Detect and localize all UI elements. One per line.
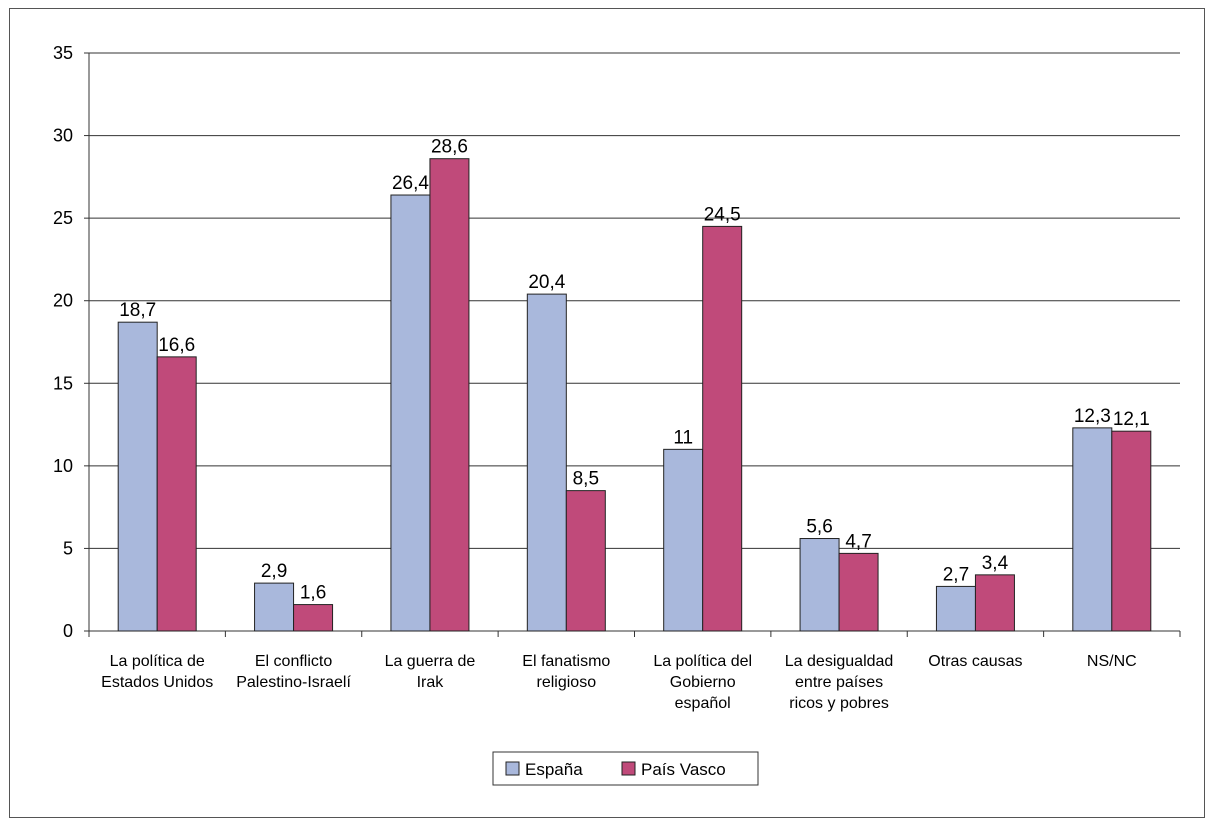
data-label: 2,7 xyxy=(943,564,969,585)
data-label: 8,5 xyxy=(573,469,599,490)
bar-espana xyxy=(1072,427,1113,632)
y-tick-label: 30 xyxy=(53,126,73,146)
bar-pais-vasco xyxy=(429,158,470,632)
data-label: 5,6 xyxy=(806,517,832,538)
data-label: 4,7 xyxy=(845,531,871,552)
bars xyxy=(117,158,1152,632)
x-tick-label-line: español xyxy=(675,695,731,712)
x-tick-label-line: El conflicto xyxy=(255,653,332,670)
bar-pais-vasco xyxy=(1111,430,1152,632)
x-tick-label: La guerra de Irak xyxy=(385,653,476,691)
x-tick-label-line: Estados Unidos xyxy=(101,674,213,691)
bar-espana xyxy=(935,585,976,632)
x-tick-label-line: religioso xyxy=(537,674,597,691)
x-tick-label-line: NS/NC xyxy=(1087,653,1137,670)
x-tick-label-line: Palestino-Israelí xyxy=(236,674,351,691)
x-axis-labels: La política de Estados Unidos El conflicto… xyxy=(101,653,1137,712)
x-tick-label-line: La guerra de xyxy=(385,653,476,670)
y-tick-label: 10 xyxy=(53,456,73,476)
data-label: 12,3 xyxy=(1074,406,1111,427)
data-label: 28,6 xyxy=(431,137,468,158)
bar-espana xyxy=(254,582,295,632)
bar-espana xyxy=(117,321,158,632)
x-tick-label: Otras causas xyxy=(928,653,1022,670)
data-label: 24,5 xyxy=(704,204,741,225)
x-tick-label-line: Otras causas xyxy=(928,653,1022,670)
legend-swatch xyxy=(505,761,520,776)
data-label: 16,6 xyxy=(158,335,195,356)
data-label: 12,1 xyxy=(1113,409,1150,430)
data-label: 11 xyxy=(673,427,693,448)
y-tick-label: 5 xyxy=(63,538,73,558)
y-tick-label: 20 xyxy=(53,291,73,311)
data-labels: 18,716,6 2,9 1,6 26,428,6 20,4 8,5 11 24,5 5,6 4,… xyxy=(119,137,1150,604)
legend-swatch xyxy=(621,761,636,776)
y-tick-label: 15 xyxy=(53,373,73,393)
bar-espana xyxy=(663,448,704,632)
y-tick-label: 0 xyxy=(63,621,73,641)
x-tick-label-line: La política del xyxy=(653,653,752,670)
bar-pais-vasco xyxy=(838,552,879,632)
x-tick-label-line: El fanatismo xyxy=(522,653,610,670)
data-label: 2,9 xyxy=(261,561,287,582)
x-tick-label-line: Irak xyxy=(417,674,445,691)
x-tick-label-line: ricos y pobres xyxy=(789,695,889,712)
bar-pais-vasco xyxy=(293,604,334,632)
x-tick-label: El fanatismo religioso xyxy=(522,653,610,691)
x-tick-label: La política de Estados Unidos xyxy=(101,653,213,691)
bar-pais-vasco xyxy=(702,225,743,632)
bar-pais-vasco xyxy=(156,356,197,632)
x-tick-label: NS/NC xyxy=(1087,653,1137,670)
data-label: 3,4 xyxy=(982,553,1009,574)
data-label: 1,6 xyxy=(300,583,326,604)
legend-label: España xyxy=(525,760,583,779)
bar-espana xyxy=(526,293,567,632)
legend: España País Vasco xyxy=(492,751,759,786)
y-tick-label: 25 xyxy=(53,208,73,228)
bar-espana xyxy=(799,538,840,632)
chart-frame xyxy=(9,8,1205,818)
x-tick-label-line: entre países xyxy=(795,674,883,691)
data-label: 20,4 xyxy=(528,272,565,293)
bar-pais-vasco xyxy=(974,574,1015,632)
bar-pais-vasco xyxy=(565,490,606,632)
x-tick-label: El conflicto Palestino-Israelí xyxy=(236,653,351,691)
legend-label: País Vasco xyxy=(641,760,726,779)
x-tick-label-line: Gobierno xyxy=(670,674,736,691)
data-label: 18,7 xyxy=(119,300,156,321)
data-label: 26,4 xyxy=(392,173,429,194)
x-tick-label-line: La política de xyxy=(110,653,205,670)
bar-espana xyxy=(390,194,431,632)
x-tick-label: La política del Gobierno español xyxy=(653,653,752,712)
y-tick-label: 35 xyxy=(53,43,73,63)
y-axis-ticks: 0 5 10 15 20 25 30 35 xyxy=(53,43,89,641)
x-tick-label: La desigualdad entre países ricos y pobres xyxy=(785,653,894,712)
x-tick-label-line: La desigualdad xyxy=(785,653,894,670)
axes xyxy=(88,53,1181,637)
gridlines xyxy=(89,52,1180,549)
